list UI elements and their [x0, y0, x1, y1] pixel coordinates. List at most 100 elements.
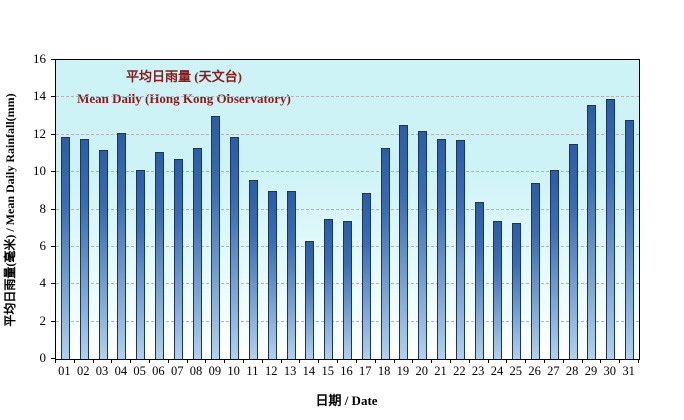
bar-day-18	[380, 147, 390, 359]
bar-day-26	[531, 183, 541, 359]
x-tick-label-06: 06	[152, 364, 165, 378]
x-tick-mark-26	[543, 360, 545, 363]
y-tick-label-14: 14	[33, 88, 46, 104]
bar-day-17	[361, 192, 371, 359]
x-tick-label-31: 31	[622, 364, 635, 378]
x-tick-mark-3	[111, 360, 113, 363]
bar-day-12	[267, 190, 277, 359]
bar-day-09	[211, 116, 221, 359]
x-tick-label-01: 01	[58, 364, 71, 378]
x-tick-label-20: 20	[415, 364, 428, 378]
x-tick-mark-25	[525, 360, 527, 363]
bar-day-29	[587, 104, 597, 359]
chart-title-line2: Mean Daily (Hong Kong Observatory)	[77, 91, 291, 106]
y-tick-label-12: 12	[33, 125, 46, 141]
bar-day-03	[98, 149, 108, 359]
bar-day-02	[79, 138, 89, 359]
y-tick-mark-14	[51, 96, 56, 98]
bar-day-08	[192, 147, 202, 359]
x-tick-label-19: 19	[396, 364, 410, 378]
x-tick-label-13: 13	[283, 364, 297, 378]
x-tick-label-04: 04	[114, 364, 128, 378]
x-tick-label-27: 27	[547, 364, 560, 378]
bar-day-05	[136, 170, 146, 359]
x-tick-mark-23	[487, 360, 489, 363]
x-tick-mark-20	[431, 360, 433, 363]
bar-day-25	[512, 222, 522, 359]
gridline-14	[56, 96, 639, 98]
x-tick-mark-10	[243, 360, 245, 363]
bar-day-21	[437, 138, 447, 359]
x-tick-mark-28	[581, 360, 583, 363]
y-tick-mark-4	[51, 283, 56, 285]
x-tick-mark-24	[506, 360, 508, 363]
x-tick-label-23: 23	[471, 364, 485, 378]
x-tick-mark-2	[92, 360, 94, 363]
y-tick-label-10: 10	[33, 163, 46, 179]
y-tick-label-0: 0	[39, 350, 47, 365]
x-tick-label-26: 26	[528, 364, 541, 378]
bar-day-22	[455, 140, 465, 359]
y-tick-label-16: 16	[33, 51, 46, 66]
x-tick-label-28: 28	[565, 364, 579, 378]
x-tick-mark-8	[205, 360, 207, 363]
x-tick-label-21: 21	[434, 364, 447, 378]
x-tick-label-08: 08	[189, 364, 203, 378]
chart-title-line1: 平均日雨量 (天文台)	[126, 69, 242, 84]
x-tick-mark-19	[412, 360, 414, 363]
bar-day-15	[324, 218, 334, 359]
y-tick-label-4: 4	[39, 275, 47, 291]
y-tick-mark-10	[51, 171, 56, 173]
gridline-8	[56, 208, 639, 210]
x-tick-mark-18	[393, 360, 395, 363]
gridline-10	[56, 171, 639, 173]
chart-title: 平均日雨量 (天文台) Mean Daily (Hong Kong Observ…	[74, 66, 294, 110]
bar-day-01	[60, 136, 70, 359]
gridline-12	[56, 133, 639, 135]
bar-day-19	[399, 125, 409, 359]
x-tick-mark-7	[186, 360, 188, 363]
bar-day-14	[305, 241, 315, 359]
y-tick-mark-16	[51, 59, 56, 60]
x-tick-label-14: 14	[302, 364, 316, 378]
x-tick-label-15: 15	[321, 364, 334, 378]
x-tick-mark-14	[318, 360, 320, 363]
x-tick-mark-15	[337, 360, 339, 363]
bar-day-20	[418, 131, 428, 359]
y-tick-mark-0	[51, 358, 56, 359]
bar-day-13	[286, 190, 296, 359]
bar-day-11	[248, 179, 258, 359]
x-tick-label-07: 07	[170, 364, 184, 378]
y-tick-label-6: 6	[39, 237, 47, 253]
x-tick-mark-17	[374, 360, 376, 363]
x-tick-label-10: 10	[227, 364, 240, 378]
bar-day-10	[230, 136, 240, 359]
x-tick-mark-0	[55, 360, 56, 363]
x-axis-title: 日期 / Date	[315, 393, 378, 408]
y-tick-mark-8	[51, 208, 56, 210]
y-tick-mark-6	[51, 245, 56, 247]
plot-area: 平均日雨量 (天文台) Mean Daily (Hong Kong Observ…	[55, 59, 640, 360]
x-tick-label-12: 12	[265, 364, 278, 378]
y-tick-label-2: 2	[39, 312, 47, 328]
bar-day-04	[117, 132, 127, 359]
x-tick-mark-31	[638, 360, 639, 363]
x-tick-mark-12	[280, 360, 282, 363]
x-tick-label-17: 17	[359, 364, 372, 378]
x-tick-mark-13	[299, 360, 301, 363]
bar-day-28	[568, 144, 578, 359]
y-tick-mark-12	[51, 133, 56, 135]
x-tick-label-16: 16	[340, 364, 353, 378]
bar-day-31	[625, 119, 635, 359]
x-tick-label-09: 09	[208, 364, 222, 378]
x-tick-mark-9	[224, 360, 226, 363]
x-tick-mark-4	[130, 360, 132, 363]
x-tick-mark-5	[149, 360, 151, 363]
bar-day-23	[474, 202, 484, 359]
bar-day-07	[173, 159, 183, 359]
bar-day-24	[493, 220, 503, 359]
x-tick-mark-30	[619, 360, 621, 363]
x-tick-label-22: 22	[453, 364, 466, 378]
x-tick-label-03: 03	[95, 364, 109, 378]
